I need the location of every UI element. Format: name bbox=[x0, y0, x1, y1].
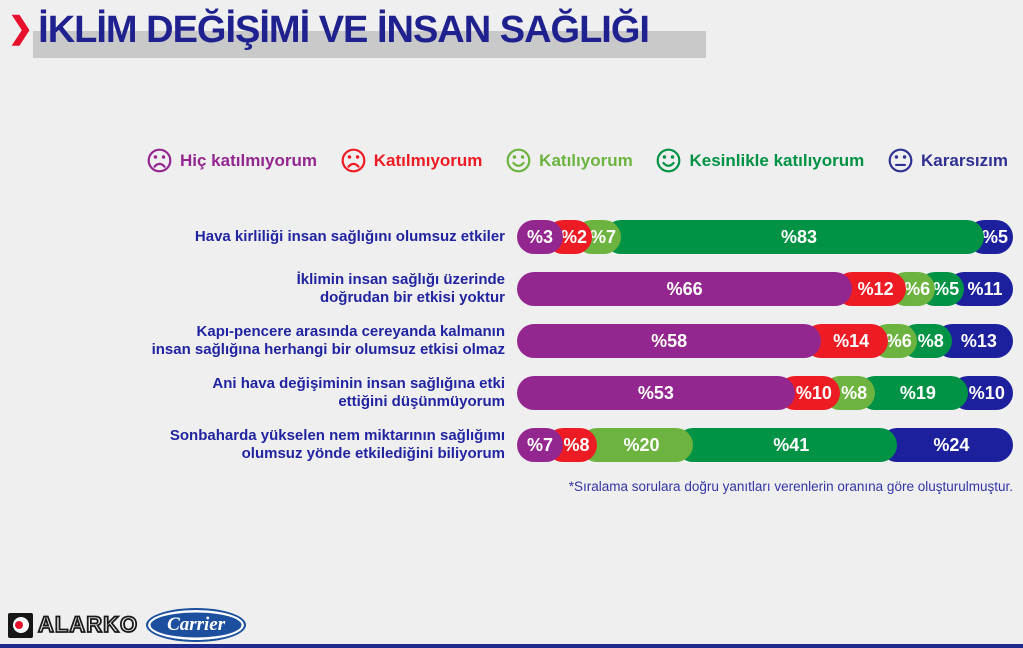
segment-value-label: %14 bbox=[833, 330, 870, 351]
segment-value-label: %66 bbox=[666, 278, 703, 299]
segment-value-label: %10 bbox=[968, 382, 1005, 403]
title-block: ❯ İKLİM DEĞİŞİMİ VE İNSAN SAĞLIĞI bbox=[0, 4, 740, 66]
bar-segment: %53 bbox=[517, 376, 795, 410]
bottom-strip bbox=[0, 644, 1023, 648]
chart-row: Kapı-pencere arasında cereyanda kalmanın… bbox=[0, 315, 1014, 367]
legend-label: Hiç katılmıyorum bbox=[180, 150, 317, 170]
frown-face-icon bbox=[147, 148, 172, 173]
segment-value-label: %83 bbox=[780, 226, 818, 247]
segment-value-label: %5 bbox=[981, 226, 1008, 247]
neutral-face-icon bbox=[888, 148, 913, 173]
footer-logos: ALARKO Carrier bbox=[8, 608, 247, 642]
page-title: İKLİM DEĞİŞİMİ VE İNSAN SAĞLIĞI bbox=[38, 9, 650, 51]
segment-value-label: %6 bbox=[904, 278, 931, 299]
chevron-icon: ❯ bbox=[8, 12, 34, 45]
segment-value-label: %6 bbox=[885, 330, 912, 351]
row-label: İklimin insan sağlığı üzerinde doğrudan b… bbox=[296, 271, 505, 306]
row-label: Sonbaharda yükselen nem miktarının sağlı… bbox=[169, 427, 505, 462]
bar-segment: %3 bbox=[517, 220, 563, 254]
bar-segment: %14 bbox=[804, 324, 888, 358]
legend-label: Katılıyorum bbox=[539, 150, 633, 170]
bar-segment: %19 bbox=[858, 376, 968, 410]
segment-value-label: %12 bbox=[857, 278, 894, 299]
bar-segment: %41 bbox=[675, 428, 897, 462]
legend-item: Kararsızım bbox=[887, 147, 1008, 174]
segment-value-label: %5 bbox=[933, 278, 960, 299]
chart-row: İklimin insan sağlığı üzerinde doğrudan b… bbox=[0, 263, 1013, 315]
stacked-bar: %3 %2 %7 %83 %5 bbox=[517, 220, 1013, 254]
segment-value-label: %3 bbox=[526, 226, 553, 247]
bar-segment: %13 bbox=[934, 324, 1014, 358]
alarko-logo: ALARKO bbox=[8, 611, 139, 638]
row-label: Kapı-pencere arasında cereyanda kalmanın… bbox=[151, 323, 505, 358]
legend-item: Katılıyorum bbox=[505, 147, 633, 174]
segment-value-label: %8 bbox=[841, 382, 868, 403]
smile-face-icon bbox=[506, 148, 531, 173]
frown-face-icon bbox=[341, 148, 366, 173]
segment-value-label: %8 bbox=[917, 330, 944, 351]
bar-segment: %20 bbox=[580, 428, 693, 462]
bar-segment: %83 bbox=[604, 220, 984, 254]
bar-segment: %66 bbox=[517, 272, 853, 306]
segment-value-label: %24 bbox=[933, 434, 970, 455]
segment-value-label: %58 bbox=[651, 330, 688, 351]
segment-value-label: %11 bbox=[967, 278, 1003, 299]
legend: Hiç katılmıyorum Katılmıyorum Katılıyorum K… bbox=[146, 147, 1008, 174]
row-label: Ani hava değişiminin insan sağlığına etk… bbox=[212, 375, 505, 410]
segment-value-label: %7 bbox=[526, 434, 553, 455]
carrier-logo: Carrier bbox=[146, 608, 247, 642]
segment-value-label: %13 bbox=[960, 330, 997, 351]
chart: Hava kirliliği insan sağlığını olumsuz e… bbox=[0, 211, 1014, 471]
bar-segment: %24 bbox=[879, 428, 1014, 462]
segment-value-label: %53 bbox=[637, 382, 674, 403]
segment-value-label: %8 bbox=[563, 434, 590, 455]
stacked-bar: %53 %10 %8 %19 %10 bbox=[517, 376, 1014, 410]
alarko-wordmark: ALARKO bbox=[37, 611, 139, 638]
bar-segment: %7 bbox=[517, 428, 563, 462]
stacked-bar: %66 %12 %6 %5 %11 bbox=[517, 272, 1013, 306]
segment-value-label: %41 bbox=[773, 434, 810, 455]
legend-label: Kesinlikle katılıyorum bbox=[689, 150, 865, 170]
alarko-mark-icon bbox=[8, 612, 33, 638]
segment-value-label: %19 bbox=[899, 382, 936, 403]
row-label: Hava kirliliği insan sağlığını olumsuz e… bbox=[194, 228, 505, 245]
legend-item: Hiç katılmıyorum bbox=[146, 147, 317, 174]
legend-item: Kesinlikle katılıyorum bbox=[655, 147, 864, 174]
legend-item: Katılmıyorum bbox=[340, 147, 483, 174]
stacked-bar: %7 %8 %20 %41 %24 bbox=[517, 428, 1014, 462]
chart-row: Ani hava değişiminin insan sağlığına etk… bbox=[0, 367, 1014, 419]
segment-value-label: %7 bbox=[589, 226, 616, 247]
legend-label: Katılmıyorum bbox=[373, 150, 483, 170]
carrier-wordmark: Carrier bbox=[167, 614, 226, 635]
segment-value-label: %2 bbox=[560, 226, 587, 247]
segment-value-label: %10 bbox=[795, 382, 832, 403]
smile-face-icon bbox=[657, 148, 681, 173]
segment-value-label: %20 bbox=[623, 434, 660, 455]
title-highlight-bar bbox=[33, 31, 706, 58]
footnote: *Sıralama sorulara doğru yanıtları veren… bbox=[568, 479, 1013, 494]
chart-row: Hava kirliliği insan sağlığını olumsuz e… bbox=[0, 211, 1013, 263]
stacked-bar: %58 %14 %6 %8 %13 bbox=[517, 324, 1014, 358]
legend-label: Kararsızım bbox=[921, 150, 1008, 170]
bar-segment: %58 bbox=[517, 324, 822, 358]
chart-row: Sonbaharda yükselen nem miktarının sağlı… bbox=[0, 419, 1014, 471]
